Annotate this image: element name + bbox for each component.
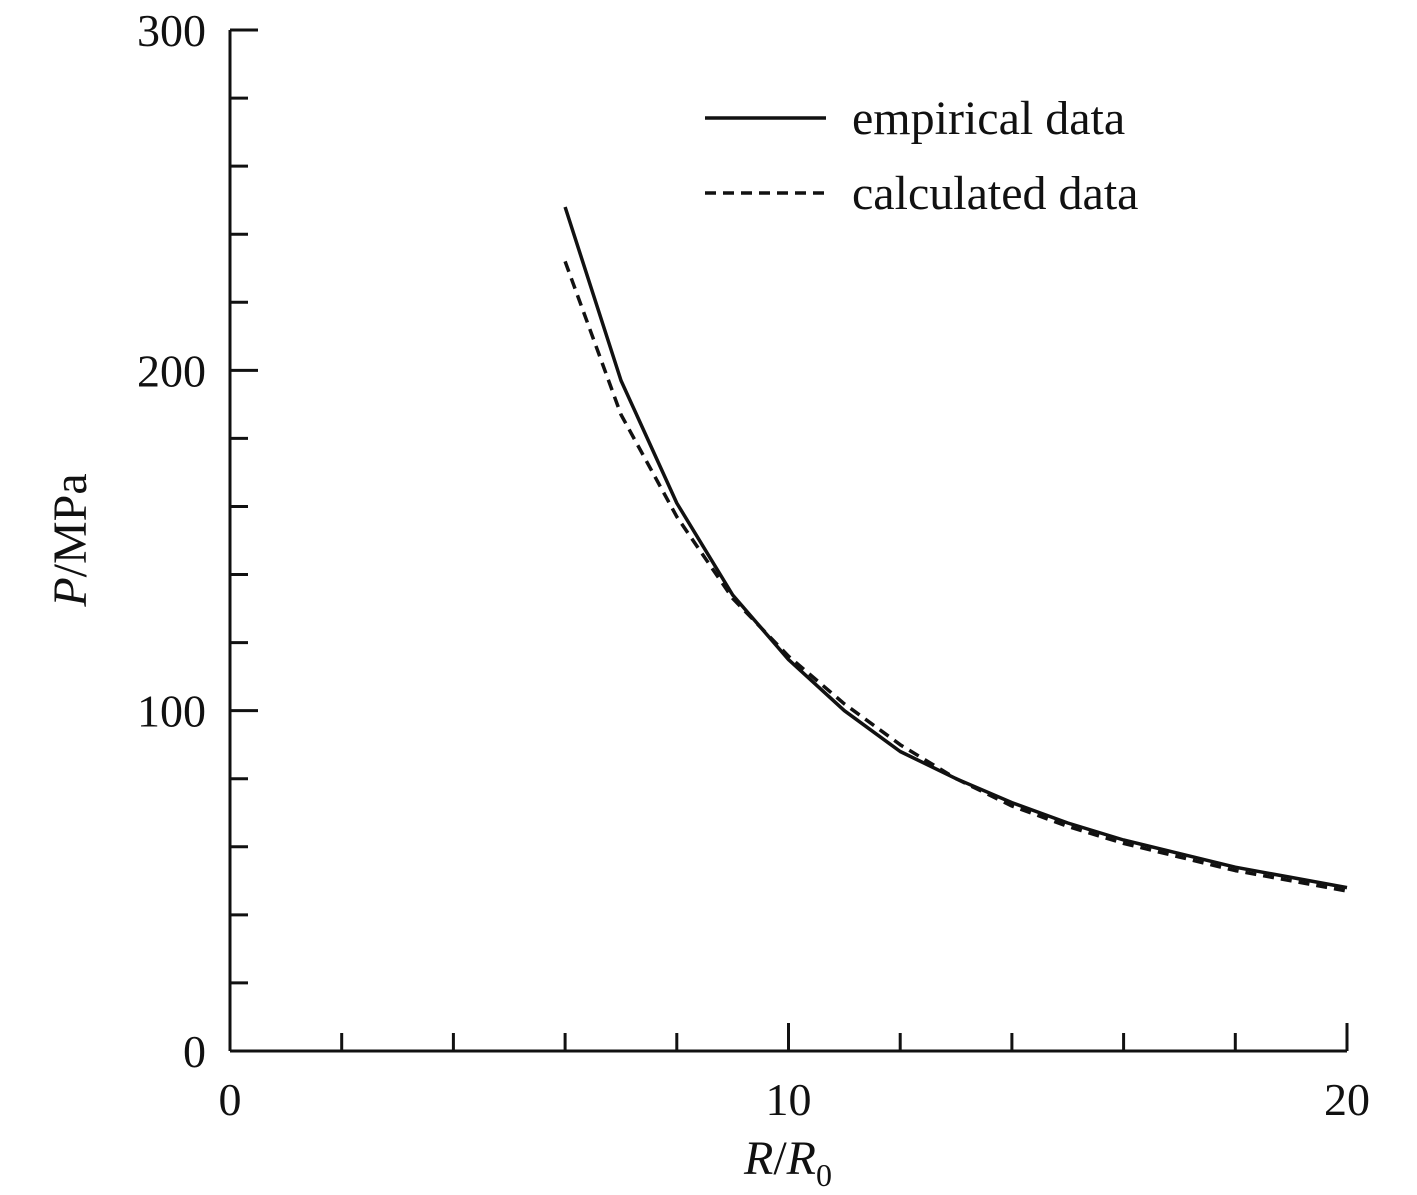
- series-line-calculated: [563, 260, 1348, 893]
- series-group: [563, 206, 1348, 893]
- x-axis-label: R/R0: [743, 1132, 832, 1193]
- x-axis-label-subscript: 0: [816, 1157, 832, 1193]
- y-tick-label: 0: [183, 1026, 206, 1077]
- y-tick-label: 200: [137, 345, 206, 396]
- x-axis-label-denominator: R: [786, 1132, 816, 1185]
- ticks: [228, 28, 1349, 1053]
- axes: [228, 30, 1347, 1053]
- y-tick-label: 300: [137, 5, 206, 56]
- legend-label-calculated: calculated data: [852, 167, 1138, 220]
- x-tick-label: 0: [219, 1074, 242, 1125]
- legend: empirical data calculated data: [705, 92, 1138, 220]
- y-axis-label: P/MPa: [44, 473, 97, 607]
- y-tick-label: 100: [137, 686, 206, 737]
- x-axis-label-separator: /: [773, 1132, 787, 1185]
- x-axis-label-numerator: R: [743, 1132, 773, 1185]
- series-line-empirical: [563, 206, 1348, 890]
- x-tick-label: 20: [1324, 1074, 1370, 1125]
- y-axis-label-symbol: P: [44, 577, 97, 607]
- y-axis-label-unit: /MPa: [44, 473, 97, 577]
- x-tick-label: 10: [766, 1074, 812, 1125]
- legend-label-empirical: empirical data: [852, 92, 1125, 145]
